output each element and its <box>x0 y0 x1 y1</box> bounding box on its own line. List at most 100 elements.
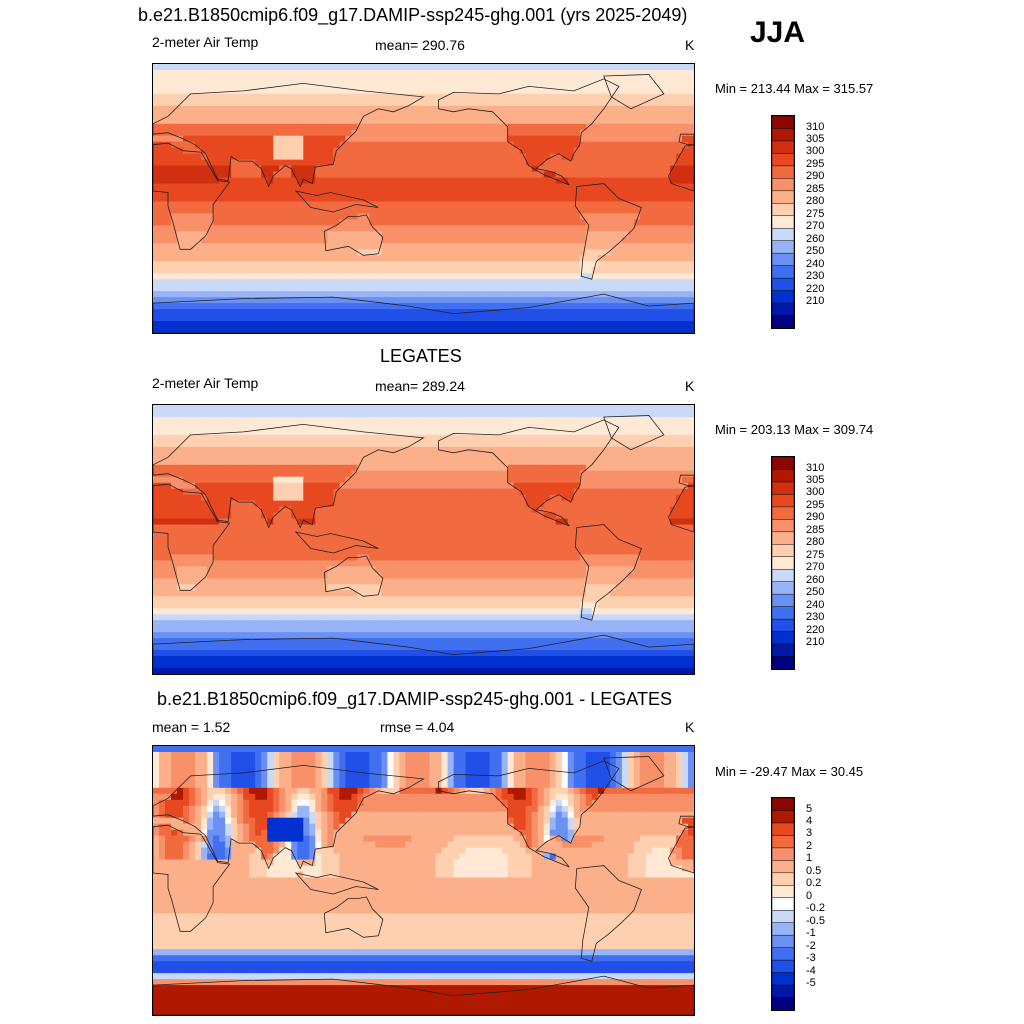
field-cell <box>207 231 214 238</box>
field-cell <box>387 279 395 286</box>
field-cell <box>525 303 533 310</box>
field-cell <box>267 141 274 149</box>
field-cell <box>165 99 172 107</box>
field-cell <box>435 69 443 77</box>
field-cell <box>669 195 677 203</box>
field-cell <box>573 458 581 466</box>
field-cell <box>201 452 208 460</box>
field-cell <box>201 87 208 95</box>
field-cell <box>387 315 395 322</box>
field-cell <box>495 165 503 173</box>
field-cell <box>555 405 563 412</box>
field-cell <box>351 153 358 161</box>
field-cell <box>519 111 527 119</box>
field-cell <box>183 321 190 328</box>
field-cell <box>315 171 322 179</box>
field-cell <box>687 303 694 310</box>
field-cell <box>213 147 220 155</box>
field-cell <box>633 422 641 430</box>
field-cell <box>447 129 455 137</box>
field-cell <box>399 135 407 143</box>
field-cell <box>579 69 587 77</box>
field-cell <box>675 105 683 113</box>
field-cell <box>291 249 298 256</box>
field-cell <box>567 327 575 333</box>
field-cell <box>561 321 569 328</box>
field-cell <box>165 261 172 268</box>
field-cell <box>471 440 479 448</box>
field-cell <box>633 195 641 203</box>
field-cell <box>621 225 629 232</box>
field-cell <box>585 105 593 113</box>
field-cell <box>321 81 328 89</box>
field-cell <box>657 64 665 71</box>
field-cell <box>177 440 184 448</box>
field-cell <box>393 159 401 167</box>
field-cell <box>435 261 443 268</box>
field-cell <box>381 255 389 262</box>
field-cell <box>483 261 491 268</box>
field-cell <box>285 225 292 232</box>
field-cell <box>321 147 328 155</box>
field-cell <box>381 267 389 274</box>
field-cell <box>675 165 683 173</box>
field-cell <box>555 165 563 173</box>
field-cell <box>567 64 575 71</box>
field-cell <box>501 153 509 161</box>
field-cell <box>333 87 340 95</box>
field-cell <box>447 183 455 191</box>
field-cell <box>315 291 322 298</box>
field-cell <box>489 93 497 101</box>
field-cell <box>267 123 274 131</box>
field-cell <box>327 177 334 185</box>
field-cell <box>273 410 280 418</box>
field-cell <box>381 225 389 232</box>
field-cell <box>663 111 671 119</box>
field-cell <box>387 189 395 197</box>
field-cell <box>573 273 581 280</box>
field-cell <box>237 321 244 328</box>
field-cell <box>627 321 635 328</box>
field-cell <box>393 111 401 119</box>
field-cell <box>615 255 623 262</box>
field-cell <box>387 237 395 244</box>
field-cell <box>183 416 190 424</box>
field-cell <box>369 165 377 173</box>
field-cell <box>555 285 563 292</box>
field-cell <box>333 69 340 77</box>
field-cell <box>573 75 581 83</box>
field-cell <box>363 446 370 454</box>
field-cell <box>561 75 569 83</box>
field-cell <box>549 183 557 191</box>
field-cell <box>663 195 671 203</box>
field-cell <box>471 267 479 274</box>
field-cell <box>195 165 202 173</box>
field-cell <box>159 231 166 238</box>
field-cell <box>225 183 232 191</box>
field-cell <box>555 159 563 167</box>
field-cell <box>399 75 407 83</box>
field-cell <box>651 273 659 280</box>
field-cell <box>645 428 653 436</box>
field-cell <box>561 428 569 436</box>
field-cell <box>387 434 395 442</box>
field-cell <box>255 111 262 119</box>
field-cell <box>591 446 599 454</box>
field-cell <box>567 69 575 77</box>
field-cell <box>273 309 280 316</box>
field-cell <box>567 165 575 173</box>
field-cell <box>213 458 220 466</box>
field-cell <box>207 135 214 143</box>
field-cell <box>423 213 431 221</box>
field-cell <box>519 327 527 333</box>
field-cell <box>579 201 587 209</box>
field-cell <box>309 261 316 268</box>
field-cell <box>447 111 455 119</box>
field-cell <box>489 249 497 256</box>
field-cell <box>555 129 563 137</box>
field-cell <box>591 231 599 238</box>
field-cell <box>537 177 545 185</box>
field-cell <box>207 189 214 197</box>
field-cell <box>165 237 172 244</box>
field-cell <box>633 183 641 191</box>
